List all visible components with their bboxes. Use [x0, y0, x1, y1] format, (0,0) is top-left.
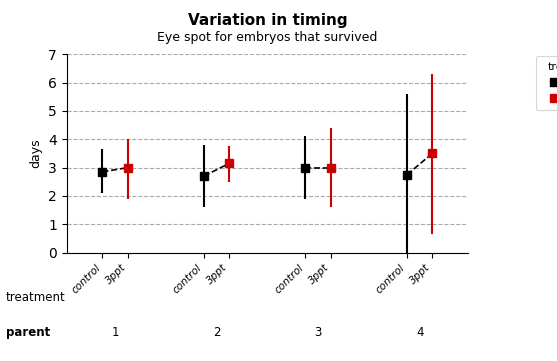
Y-axis label: days: days	[30, 139, 43, 168]
Legend: control, 3ppt: control, 3ppt	[536, 56, 557, 110]
Text: 1: 1	[111, 326, 119, 339]
Text: 3: 3	[315, 326, 322, 339]
Text: Variation in timing: Variation in timing	[188, 13, 347, 29]
Text: parent: parent	[6, 326, 50, 339]
Text: 4: 4	[416, 326, 423, 339]
Text: Eye spot for embryos that survived: Eye spot for embryos that survived	[157, 31, 378, 44]
Text: treatment: treatment	[6, 291, 65, 304]
Text: 2: 2	[213, 326, 221, 339]
